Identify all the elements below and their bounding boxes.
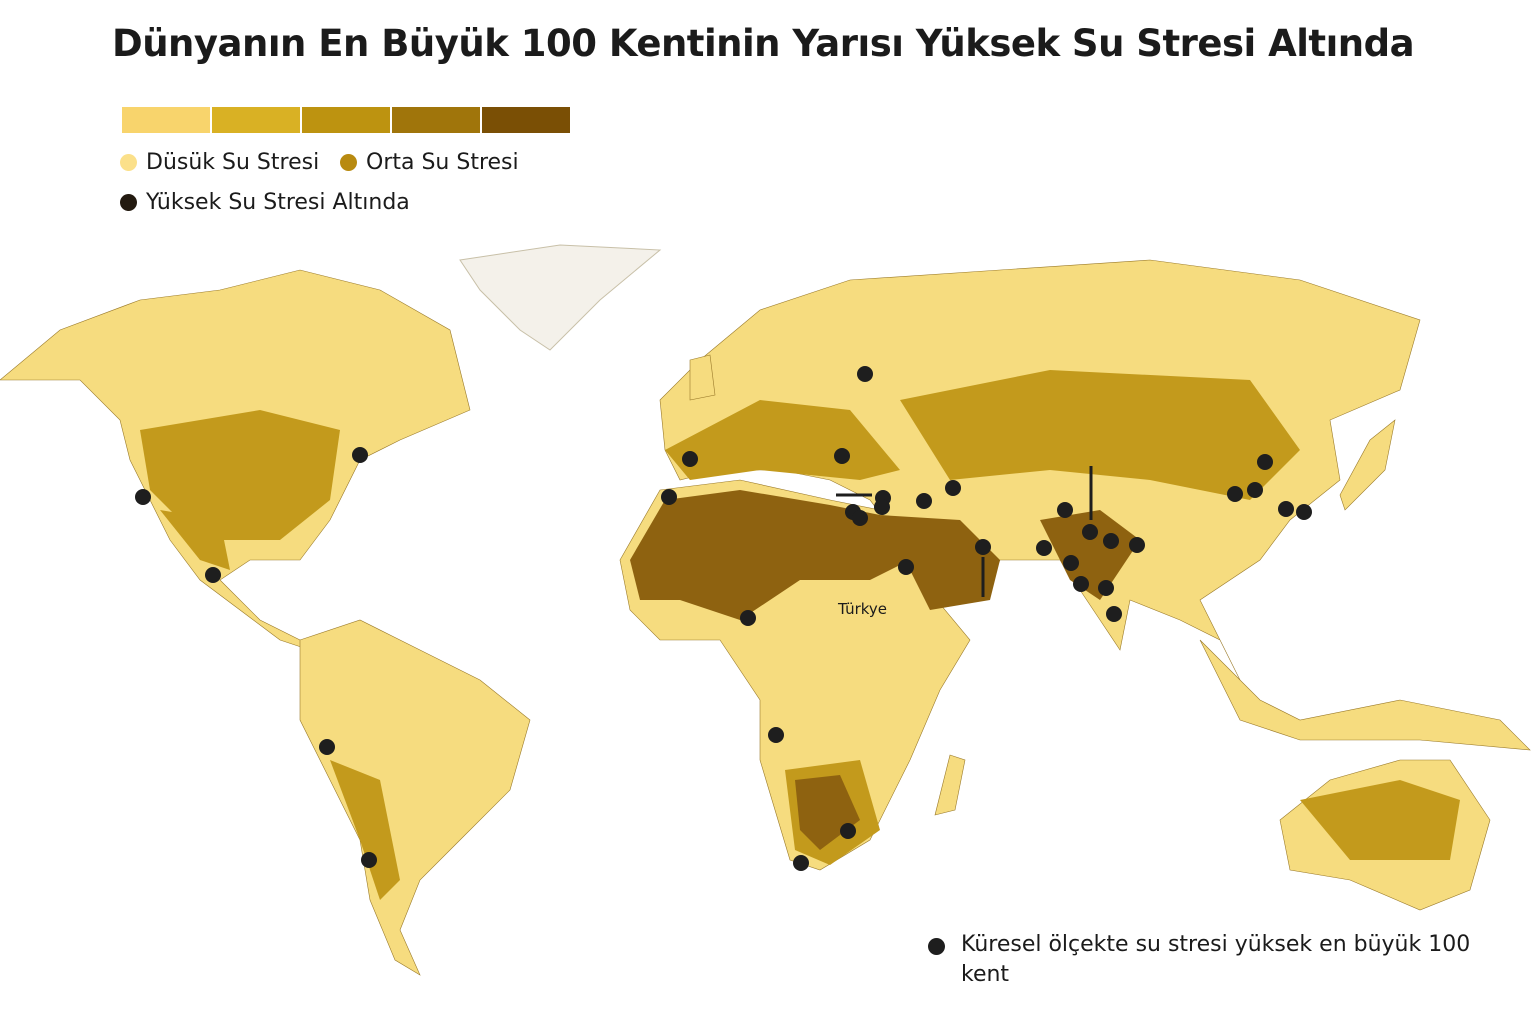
city-marker	[857, 366, 873, 382]
legend-dot-high	[120, 194, 137, 211]
city-marker	[1247, 482, 1263, 498]
footnote-text: Küresel ölçekte su stresi yüksek en büyü…	[961, 932, 1471, 987]
city-marker	[682, 451, 698, 467]
scale-step-2	[212, 107, 300, 133]
city-marker	[1036, 540, 1052, 556]
city-marker	[1098, 580, 1114, 596]
city-marker	[1257, 454, 1273, 470]
legend-label: Düsük Su Stresi	[146, 150, 320, 175]
city-marker	[1129, 537, 1145, 553]
city-marker	[1103, 533, 1119, 549]
city-marker	[1082, 524, 1098, 540]
city-marker	[945, 480, 961, 496]
legend-dot-medium	[340, 154, 357, 171]
region-central-asia	[900, 370, 1300, 500]
map-label-turkiye: Türkye	[838, 600, 888, 618]
city-marker	[1278, 501, 1294, 517]
city-marker	[1057, 502, 1073, 518]
madagascar	[934, 754, 966, 816]
legend-item-low: Düsük Su Stresi	[120, 150, 319, 175]
footnote-dot	[928, 938, 945, 955]
city-marker	[1227, 486, 1243, 502]
city-marker	[661, 489, 677, 505]
city-marker	[874, 499, 890, 515]
city-marker	[898, 559, 914, 575]
city-marker	[352, 447, 368, 463]
greenland	[459, 244, 662, 351]
region-arabia	[880, 515, 1000, 610]
eurasia	[659, 259, 1421, 701]
region-andes	[330, 760, 400, 900]
uk	[689, 354, 716, 401]
city-marker	[1073, 576, 1089, 592]
footnote: Küresel ölçekte su stresi yüksek en büyü…	[928, 930, 1498, 990]
city-marker	[1063, 555, 1079, 571]
city-marker	[793, 855, 809, 871]
city-marker	[768, 727, 784, 743]
city-marker	[916, 493, 932, 509]
city-marker	[840, 823, 856, 839]
region-us-west	[140, 410, 340, 540]
region-sahara	[630, 490, 910, 620]
city-marker	[205, 567, 221, 583]
region-mexico	[160, 510, 230, 570]
city-marker	[135, 489, 151, 505]
region-australia	[1300, 780, 1460, 860]
city-marker	[852, 510, 868, 526]
legend-item-high: Yüksek Su Stresi Altında	[120, 190, 410, 215]
legend-label: Yüksek Su Stresi Altında	[146, 190, 410, 215]
color-scale	[122, 107, 570, 133]
scale-step-4	[392, 107, 480, 133]
page-title: Dünyanın En Büyük 100 Kentinin Yarısı Yü…	[112, 22, 1415, 65]
city-marker	[740, 610, 756, 626]
japan	[1339, 419, 1396, 511]
legend-item-medium: Orta Su Stresi	[340, 150, 519, 175]
city-marker	[1106, 606, 1122, 622]
city-marker	[834, 448, 850, 464]
city-marker	[1296, 504, 1312, 520]
legend-dot-low	[120, 154, 137, 171]
city-marker	[975, 539, 991, 555]
south-america	[299, 619, 531, 976]
city-marker	[319, 739, 335, 755]
city-markers	[135, 366, 1312, 871]
scale-step-3	[302, 107, 390, 133]
scale-step-1	[122, 107, 210, 133]
city-marker	[361, 852, 377, 868]
region-india	[1040, 510, 1140, 600]
connector-lines	[836, 466, 1093, 597]
land-low-stress	[0, 259, 1531, 976]
legend-label: Orta Su Stresi	[366, 150, 519, 175]
indonesia	[1199, 639, 1531, 751]
scale-step-5	[482, 107, 570, 133]
